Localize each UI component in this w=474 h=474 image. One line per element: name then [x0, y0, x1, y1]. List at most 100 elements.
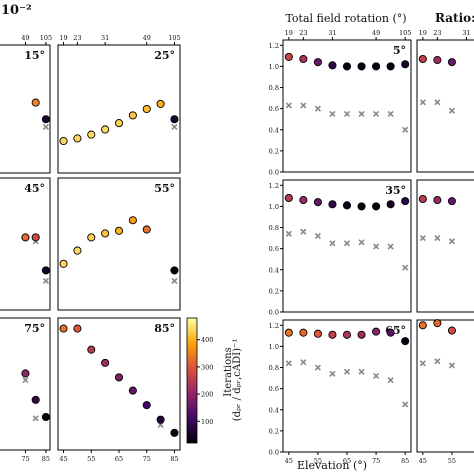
cross-marker — [358, 239, 365, 246]
cross-marker — [419, 99, 426, 106]
cross-marker — [329, 370, 336, 377]
right-block-panel-3 — [416, 179, 474, 313]
cross-stroke — [329, 240, 336, 247]
cross-marker — [419, 235, 426, 242]
cross-stroke — [343, 110, 351, 117]
cross-stroke — [358, 368, 365, 375]
panel-title: 25° — [154, 49, 175, 62]
left-block-panel-4: 75° 75 85 — [0, 317, 51, 463]
data-point — [299, 196, 308, 205]
cross-stroke — [434, 99, 441, 106]
y-tick-label: 0.6 — [269, 245, 279, 253]
data-point — [87, 130, 96, 139]
data-point — [372, 202, 381, 211]
y-tick-label: 1.0 — [269, 343, 279, 351]
data-point — [284, 328, 293, 337]
data-point — [418, 54, 427, 64]
cross-stroke — [22, 376, 29, 384]
right-block-y-axis-title: (dₚᵣ / dₚᵣ,cADI)⁻¹ — [232, 339, 243, 422]
data-point — [328, 200, 337, 209]
y-tick-label: 1.0 — [269, 63, 279, 71]
cross-stroke — [300, 102, 307, 109]
y-tick-label: 1.2 — [269, 322, 279, 330]
y-tick-label: 0.4 — [269, 266, 279, 274]
data-point — [114, 373, 124, 382]
data-point — [372, 62, 381, 71]
bottom-tick-label: 75 — [21, 455, 29, 463]
data-point — [284, 52, 293, 61]
top-tick-label: 19 — [59, 34, 67, 42]
data-point — [386, 328, 395, 337]
cross-stroke — [448, 362, 455, 369]
right-block-panel-5: 45 55 — [416, 319, 474, 465]
cross-marker — [448, 107, 455, 114]
data-point — [170, 266, 179, 275]
colorbar-tick-label: 200 — [201, 391, 213, 399]
panel-title: 45° — [24, 182, 45, 195]
bottom-axis-title: Elevation (°) — [297, 459, 367, 472]
cross-marker — [42, 123, 49, 130]
data-point — [31, 395, 40, 404]
top-tick-label: 23 — [299, 29, 307, 37]
data-point — [142, 401, 151, 410]
data-point — [299, 328, 308, 337]
bottom-tick-label: 55 — [87, 455, 95, 463]
panel-title: 35° — [385, 184, 406, 197]
top-tick-label: 105 — [40, 34, 52, 42]
y-tick-label: 0.6 — [269, 105, 279, 113]
panel-frame — [57, 177, 181, 311]
data-point — [41, 115, 50, 124]
cross-marker — [22, 376, 29, 384]
cross-stroke — [358, 239, 365, 246]
top-tick-label: 31 — [462, 29, 470, 37]
cross-marker — [343, 368, 351, 375]
data-point — [156, 99, 165, 108]
data-point — [372, 327, 381, 336]
data-point — [357, 62, 366, 71]
cross-stroke — [373, 243, 380, 250]
cross-marker — [402, 264, 409, 271]
cross-stroke — [314, 232, 321, 240]
cross-stroke — [387, 110, 394, 117]
bottom-tick-label: 55 — [314, 457, 322, 465]
cross-marker — [419, 360, 426, 367]
colorbar-tick-label: 100 — [201, 418, 213, 426]
data-point — [433, 56, 442, 65]
panel-frame — [416, 319, 474, 453]
bottom-tick-label: 65 — [115, 455, 123, 463]
colorbar-tick-label: 400 — [201, 336, 213, 344]
data-point — [101, 125, 110, 134]
cross-marker — [300, 228, 307, 235]
data-point — [21, 369, 30, 378]
panel-frame — [0, 177, 51, 311]
data-point — [447, 58, 456, 67]
cross-stroke — [419, 360, 426, 367]
cross-marker — [314, 232, 321, 240]
y-tick-label: 0.4 — [269, 126, 279, 134]
cross-stroke — [32, 415, 39, 422]
data-point — [142, 104, 151, 114]
cross-stroke — [329, 370, 336, 377]
panel-title: 15° — [24, 49, 45, 62]
data-point — [156, 415, 165, 424]
cross-marker — [387, 377, 394, 384]
cross-marker — [434, 235, 441, 242]
cross-marker — [314, 105, 321, 112]
data-point — [342, 201, 352, 210]
y-tick-label: 0.0 — [269, 169, 279, 177]
right-block-panel-4: 65°45 55 65 75 850.00.20.40.60.81.01.2 — [269, 319, 412, 465]
top-axis-title: Total field rotation (°) — [285, 12, 406, 25]
right-block-panel-1: 19 23 31 — [416, 29, 474, 173]
data-point — [313, 198, 322, 207]
cross-marker — [329, 110, 336, 117]
cross-stroke — [300, 228, 307, 235]
cross-stroke — [448, 238, 455, 245]
cross-marker — [358, 110, 365, 117]
data-point — [401, 337, 410, 346]
data-point — [170, 115, 179, 124]
cross-stroke — [42, 123, 49, 130]
data-point — [114, 226, 124, 235]
ratio-title: Ratio: — [435, 11, 474, 25]
cross-stroke — [434, 235, 441, 242]
